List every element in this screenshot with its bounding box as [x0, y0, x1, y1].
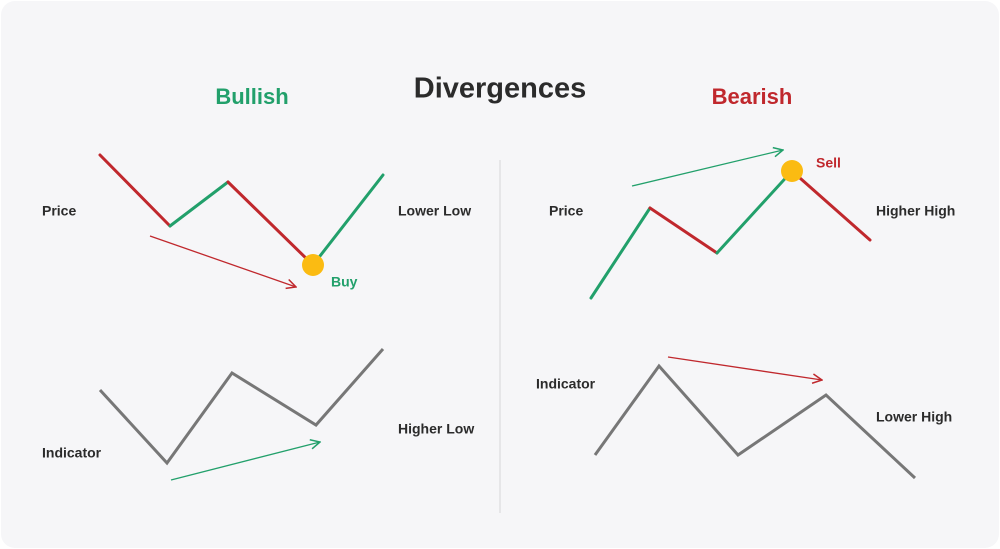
- label: Indicator: [42, 445, 102, 461]
- label: Price: [549, 203, 583, 219]
- price-line: [589, 169, 872, 300]
- indicator-line: [98, 348, 385, 466]
- label: Lower Low: [398, 203, 471, 219]
- title: Divergences: [414, 73, 587, 105]
- indicator-line: [593, 363, 917, 480]
- signal-label: Buy: [331, 274, 358, 290]
- trend-arrow: [631, 150, 783, 187]
- label: Lower High: [876, 409, 952, 425]
- label: Higher High: [876, 203, 955, 219]
- price-line: [98, 153, 385, 267]
- label: Indicator: [536, 376, 596, 392]
- label: Higher Low: [398, 421, 474, 437]
- heading: Bullish: [215, 84, 288, 109]
- trend-arrow: [149, 235, 296, 287]
- trend-arrow: [667, 356, 822, 380]
- heading: Bearish: [712, 84, 793, 109]
- signal-label: Sell: [816, 155, 841, 171]
- signal-dot: [302, 254, 324, 276]
- signal-dot: [781, 160, 803, 182]
- trend-arrow: [170, 442, 320, 481]
- label: Price: [42, 203, 76, 219]
